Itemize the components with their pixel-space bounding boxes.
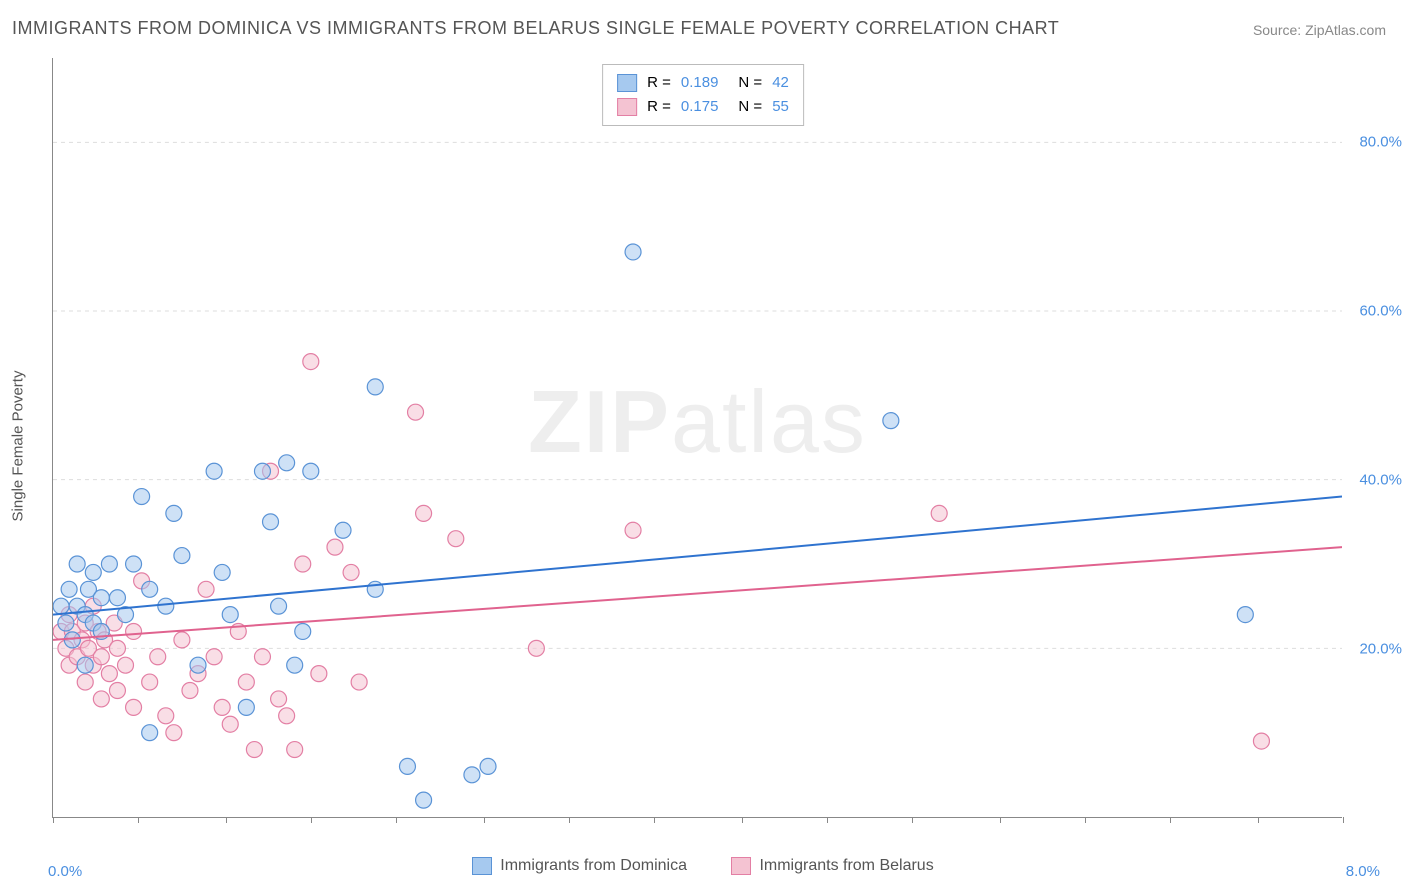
legend-swatch-dominica bbox=[472, 857, 492, 875]
source-label: Source: ZipAtlas.com bbox=[1253, 22, 1386, 38]
x-tick-mark bbox=[1343, 817, 1344, 823]
legend-stats-row-0: R = 0.189 N = 42 bbox=[617, 71, 789, 95]
x-tick-mark bbox=[226, 817, 227, 823]
x-tick-mark bbox=[827, 817, 828, 823]
y-tick-label: 60.0% bbox=[1359, 303, 1402, 320]
x-tick-mark bbox=[742, 817, 743, 823]
legend-swatch-belarus bbox=[617, 98, 637, 116]
chart-container: IMMIGRANTS FROM DOMINICA VS IMMIGRANTS F… bbox=[0, 0, 1406, 892]
legend-swatch-dominica bbox=[617, 74, 637, 92]
n-label: N = bbox=[738, 95, 762, 119]
chart-title: IMMIGRANTS FROM DOMINICA VS IMMIGRANTS F… bbox=[12, 18, 1059, 39]
x-tick-mark bbox=[654, 817, 655, 823]
x-tick-mark bbox=[1000, 817, 1001, 823]
legend-series-item-0: Immigrants from Dominica bbox=[472, 857, 687, 875]
plot-area: ZIPatlas 20.0%40.0%60.0%80.0% bbox=[52, 58, 1342, 818]
r-label: R = bbox=[647, 95, 671, 119]
n-label: N = bbox=[738, 71, 762, 95]
y-tick-label: 40.0% bbox=[1359, 472, 1402, 489]
x-tick-mark bbox=[396, 817, 397, 823]
x-tick-mark bbox=[311, 817, 312, 823]
y-tick-label: 80.0% bbox=[1359, 134, 1402, 151]
x-tick-mark bbox=[1170, 817, 1171, 823]
legend-series: Immigrants from Dominica Immigrants from… bbox=[0, 857, 1406, 880]
legend-series-label-0: Immigrants from Dominica bbox=[500, 857, 687, 875]
x-tick-mark bbox=[138, 817, 139, 823]
source-name: ZipAtlas.com bbox=[1305, 22, 1386, 38]
x-tick-mark bbox=[912, 817, 913, 823]
r-value-0: 0.189 bbox=[681, 71, 719, 95]
y-tick-label: 20.0% bbox=[1359, 641, 1402, 658]
legend-stats-row-1: R = 0.175 N = 55 bbox=[617, 95, 789, 119]
y-axis-label: Single Female Poverty bbox=[10, 371, 27, 522]
legend-series-label-1: Immigrants from Belarus bbox=[759, 857, 933, 875]
x-tick-mark bbox=[484, 817, 485, 823]
x-tick-mark bbox=[53, 817, 54, 823]
x-tick-mark bbox=[569, 817, 570, 823]
n-value-0: 42 bbox=[772, 71, 789, 95]
r-label: R = bbox=[647, 71, 671, 95]
legend-series-item-1: Immigrants from Belarus bbox=[731, 857, 933, 875]
r-value-1: 0.175 bbox=[681, 95, 719, 119]
legend-stats: R = 0.189 N = 42 R = 0.175 N = 55 bbox=[602, 64, 804, 126]
x-tick-mark bbox=[1085, 817, 1086, 823]
legend-swatch-belarus bbox=[731, 857, 751, 875]
chart-svg bbox=[53, 58, 1342, 817]
source-prefix: Source: bbox=[1253, 22, 1305, 38]
x-tick-mark bbox=[1258, 817, 1259, 823]
n-value-1: 55 bbox=[772, 95, 789, 119]
